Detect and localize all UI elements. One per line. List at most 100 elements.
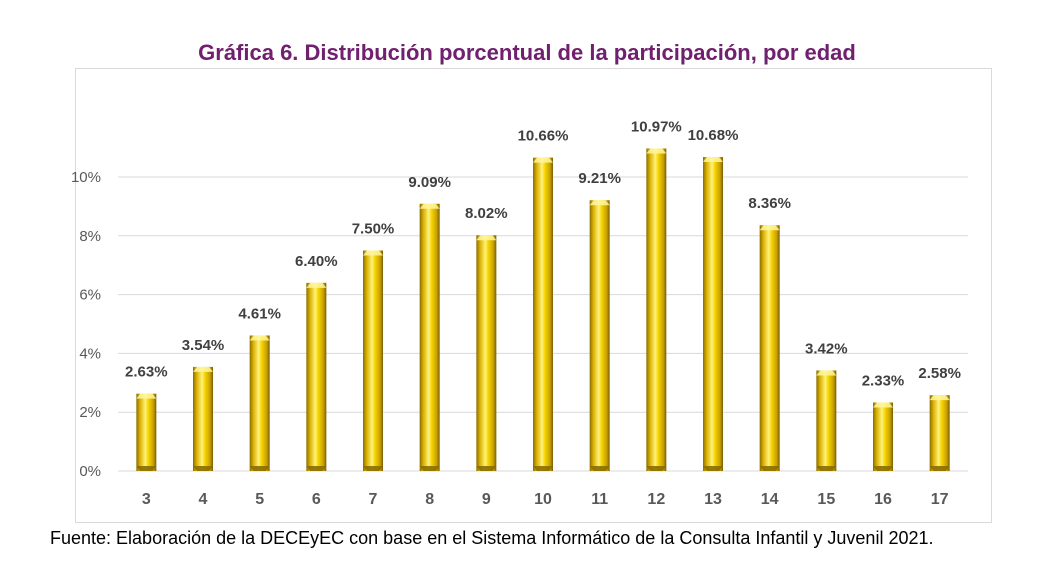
- x-axis-category-labels: 3 4 5 6 7 8 9 10 11 12 13 14 15 16 17: [142, 491, 949, 508]
- bar-cap: [306, 282, 327, 288]
- data-label: 2.58%: [918, 365, 961, 382]
- bar-cap: [419, 203, 440, 209]
- data-label: 4.61%: [238, 305, 281, 322]
- bar-body: [136, 393, 157, 471]
- bar-cap: [249, 335, 270, 341]
- bar-cap: [193, 366, 213, 372]
- bar-body: [193, 366, 213, 471]
- bar-13: [703, 157, 723, 471]
- x-category-label: 11: [591, 491, 608, 508]
- bar-base: [703, 466, 723, 471]
- data-label: 7.50%: [352, 221, 395, 238]
- bar-base: [589, 466, 610, 471]
- y-tick-label: 4%: [79, 345, 101, 362]
- bars: [136, 148, 950, 471]
- data-label: 10.68%: [688, 127, 739, 144]
- data-label: 2.63%: [125, 364, 168, 381]
- data-label: 3.54%: [182, 337, 225, 354]
- chart-title: Gráfica 6. Distribución porcentual de la…: [198, 40, 856, 65]
- bar-15: [816, 370, 837, 471]
- x-category-label: 6: [312, 491, 321, 508]
- bar-10: [533, 157, 553, 471]
- y-tick-label: 0%: [79, 463, 101, 480]
- data-label: 3.42%: [805, 340, 848, 357]
- bar-cap: [873, 402, 893, 408]
- x-category-label: 16: [874, 491, 892, 508]
- bar-cap: [476, 235, 497, 241]
- bar-14: [759, 225, 780, 471]
- bar-9: [476, 235, 497, 471]
- bar-6: [306, 282, 327, 471]
- bar-base: [249, 466, 270, 471]
- x-category-label: 3: [142, 491, 151, 508]
- bar-base: [476, 466, 497, 471]
- bar-16: [873, 402, 893, 471]
- bar-12: [646, 148, 667, 471]
- bar-cap: [646, 148, 667, 154]
- y-axis-tick-labels: 0% 2% 4% 6% 8% 10%: [71, 169, 101, 480]
- bar-cap: [929, 395, 950, 401]
- bar-11: [589, 200, 610, 471]
- bar-base: [363, 466, 383, 471]
- bar-cap: [589, 200, 610, 206]
- data-label: 9.21%: [578, 170, 621, 187]
- bar-body: [816, 370, 837, 471]
- bar-body: [703, 157, 723, 471]
- bar-base: [929, 466, 950, 471]
- bar-body: [646, 148, 667, 471]
- bar-base: [873, 466, 893, 471]
- y-tick-label: 8%: [79, 228, 101, 245]
- bar-body: [759, 225, 780, 471]
- bar-cap: [816, 370, 837, 376]
- bar-base: [759, 466, 780, 471]
- bar-base: [646, 466, 667, 471]
- bar-cap: [533, 157, 553, 163]
- data-label: 10.66%: [518, 128, 569, 145]
- bar-7: [363, 250, 383, 471]
- bar-body: [419, 203, 440, 471]
- bar-cap: [363, 250, 383, 256]
- bar-body: [873, 402, 893, 471]
- x-category-label: 8: [425, 491, 434, 508]
- x-category-label: 12: [647, 491, 665, 508]
- data-label: 8.02%: [465, 205, 508, 222]
- bar-body: [476, 235, 497, 471]
- x-category-label: 10: [534, 491, 552, 508]
- source-note: Fuente: Elaboración de la DECEyEC con ba…: [50, 528, 934, 548]
- bar-body: [929, 395, 950, 471]
- bar-base: [136, 466, 157, 471]
- x-category-label: 7: [369, 491, 378, 508]
- data-label: 6.40%: [295, 253, 338, 270]
- bar-body: [249, 335, 270, 471]
- x-category-label: 5: [255, 491, 264, 508]
- bar-base: [816, 466, 837, 471]
- bar-base: [306, 466, 327, 471]
- y-tick-label: 10%: [71, 169, 101, 186]
- chart-frame: [75, 68, 992, 523]
- bar-base: [193, 466, 213, 471]
- x-category-label: 14: [761, 491, 779, 508]
- bar-5: [249, 335, 270, 471]
- bar-17: [929, 395, 950, 471]
- x-category-label: 13: [704, 491, 722, 508]
- bar-body: [363, 250, 383, 471]
- x-category-label: 17: [931, 491, 949, 508]
- x-category-label: 4: [199, 491, 208, 508]
- x-category-label: 9: [482, 491, 491, 508]
- bar-cap: [136, 393, 157, 399]
- bar-body: [533, 157, 553, 471]
- data-label: 9.09%: [408, 174, 451, 191]
- x-category-label: 15: [817, 491, 835, 508]
- bar-base: [419, 466, 440, 471]
- data-label: 10.97%: [631, 118, 682, 135]
- bar-8: [419, 203, 440, 471]
- bar-cap: [759, 225, 780, 231]
- data-labels: 2.63% 3.54% 4.61% 6.40% 7.50% 9.09% 8.02% 10.66…: [125, 118, 961, 389]
- y-tick-label: 2%: [79, 404, 101, 421]
- bar-body: [306, 282, 327, 471]
- bar-4: [193, 366, 213, 471]
- bar-base: [533, 466, 553, 471]
- bar-3: [136, 393, 157, 471]
- bar-cap: [703, 157, 723, 163]
